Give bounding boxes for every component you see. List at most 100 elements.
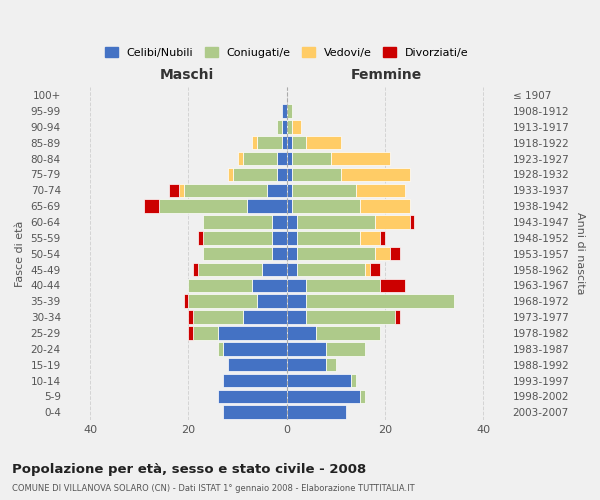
Bar [267, 184, 287, 197]
Bar [341, 168, 410, 181]
Bar [287, 120, 292, 134]
Bar [203, 231, 272, 244]
Bar [188, 278, 253, 292]
Bar [159, 200, 247, 213]
Bar [287, 152, 292, 166]
Bar [228, 168, 233, 181]
Bar [307, 310, 395, 324]
Bar [395, 310, 400, 324]
Bar [188, 326, 193, 340]
Bar [144, 200, 159, 213]
Bar [370, 263, 380, 276]
Bar [292, 184, 356, 197]
Bar [247, 200, 287, 213]
Bar [287, 247, 296, 260]
Bar [272, 247, 287, 260]
Bar [223, 406, 287, 419]
Bar [361, 231, 380, 244]
Bar [375, 247, 390, 260]
Bar [307, 136, 341, 149]
Bar [253, 136, 257, 149]
Bar [203, 247, 272, 260]
Bar [287, 231, 296, 244]
Bar [193, 326, 218, 340]
Bar [179, 184, 184, 197]
Bar [361, 390, 365, 403]
Text: Femmine: Femmine [350, 68, 422, 82]
Bar [292, 200, 361, 213]
Bar [193, 263, 199, 276]
Bar [257, 136, 282, 149]
Bar [296, 231, 361, 244]
Bar [242, 310, 287, 324]
Bar [375, 215, 410, 228]
Bar [203, 215, 272, 228]
Bar [292, 120, 301, 134]
Bar [390, 247, 400, 260]
Bar [282, 136, 287, 149]
Bar [282, 104, 287, 118]
Bar [218, 390, 287, 403]
Text: Maschi: Maschi [160, 68, 214, 82]
Bar [287, 406, 346, 419]
Bar [296, 263, 365, 276]
Bar [188, 294, 257, 308]
Bar [223, 374, 287, 387]
Bar [356, 184, 404, 197]
Bar [169, 184, 179, 197]
Bar [296, 247, 375, 260]
Bar [292, 152, 331, 166]
Bar [188, 310, 193, 324]
Bar [184, 184, 267, 197]
Bar [277, 152, 287, 166]
Bar [287, 358, 326, 372]
Bar [410, 215, 415, 228]
Bar [287, 184, 292, 197]
Legend: Celibi/Nubili, Coniugati/e, Vedovi/e, Divorziati/e: Celibi/Nubili, Coniugati/e, Vedovi/e, Di… [100, 43, 473, 62]
Bar [292, 136, 307, 149]
Bar [287, 215, 296, 228]
Bar [287, 168, 292, 181]
Bar [287, 326, 316, 340]
Bar [199, 263, 262, 276]
Bar [287, 200, 292, 213]
Bar [296, 215, 375, 228]
Bar [287, 104, 292, 118]
Bar [193, 310, 242, 324]
Bar [287, 374, 350, 387]
Bar [287, 390, 361, 403]
Bar [218, 326, 287, 340]
Bar [199, 231, 203, 244]
Bar [287, 263, 296, 276]
Bar [253, 278, 287, 292]
Bar [242, 152, 277, 166]
Bar [326, 342, 365, 355]
Text: Popolazione per età, sesso e stato civile - 2008: Popolazione per età, sesso e stato civil… [12, 462, 366, 475]
Bar [262, 263, 287, 276]
Bar [238, 152, 242, 166]
Bar [233, 168, 277, 181]
Y-axis label: Anni di nascita: Anni di nascita [575, 212, 585, 295]
Bar [184, 294, 188, 308]
Bar [282, 120, 287, 134]
Bar [287, 342, 326, 355]
Bar [287, 310, 307, 324]
Bar [292, 168, 341, 181]
Bar [350, 374, 356, 387]
Bar [223, 342, 287, 355]
Bar [287, 294, 307, 308]
Bar [287, 278, 307, 292]
Bar [365, 263, 370, 276]
Bar [307, 294, 454, 308]
Bar [380, 231, 385, 244]
Bar [316, 326, 380, 340]
Bar [307, 278, 380, 292]
Bar [326, 358, 336, 372]
Bar [277, 120, 282, 134]
Bar [380, 278, 404, 292]
Y-axis label: Fasce di età: Fasce di età [15, 220, 25, 287]
Bar [272, 215, 287, 228]
Bar [272, 231, 287, 244]
Bar [218, 342, 223, 355]
Bar [277, 168, 287, 181]
